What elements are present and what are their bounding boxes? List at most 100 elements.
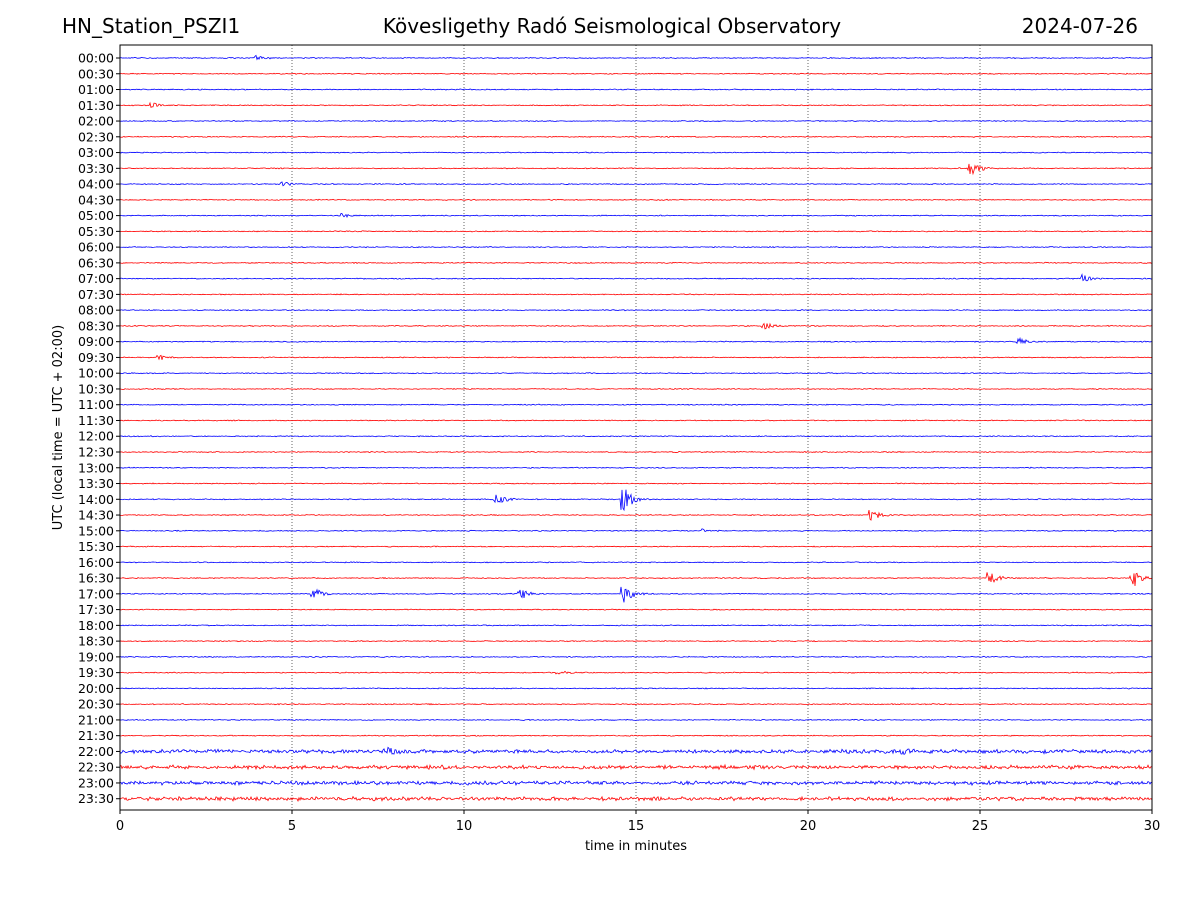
trace-line <box>119 163 1153 176</box>
row-time-label: 11:30 <box>78 413 114 428</box>
row-time-label: 19:30 <box>78 665 114 680</box>
x-axis-label: time in minutes <box>585 839 687 854</box>
trace-line <box>119 213 1153 219</box>
row-time-label: 06:30 <box>78 255 114 270</box>
plot-date: 2024-07-26 <box>1021 14 1138 38</box>
row-time-label: 04:30 <box>78 192 114 207</box>
row-time-label: 15:00 <box>78 523 114 538</box>
trace-line <box>119 734 1153 737</box>
trace-line <box>119 88 1153 91</box>
trace-line <box>119 687 1153 690</box>
row-time-label: 03:30 <box>78 161 114 176</box>
row-time-label: 06:00 <box>78 240 114 255</box>
trace-line <box>119 387 1153 391</box>
trace-line <box>119 572 1153 587</box>
trace-line <box>119 293 1153 296</box>
row-time-label: 18:30 <box>78 634 114 649</box>
row-time-label: 17:30 <box>78 602 114 617</box>
row-time-label: 09:00 <box>78 334 114 349</box>
y-axis-label: UTC (local time = UTC + 02:00) <box>51 325 66 530</box>
trace-line <box>119 198 1153 201</box>
trace-line <box>119 135 1153 138</box>
trace-line <box>119 403 1153 406</box>
trace-line <box>119 763 1153 771</box>
observatory-title: Kövesligethy Radó Seismological Observat… <box>382 14 842 38</box>
row-time-label: 01:00 <box>78 82 114 97</box>
trace-line <box>119 545 1153 548</box>
row-time-label: 00:30 <box>78 66 114 81</box>
trace-line <box>119 435 1153 438</box>
x-tick-label: 10 <box>456 819 473 834</box>
trace-line <box>119 608 1153 611</box>
trace-line <box>119 482 1153 485</box>
trace-line <box>119 72 1153 75</box>
row-time-label: 16:00 <box>78 555 114 570</box>
trace-line <box>119 101 1153 108</box>
x-tick-label: 5 <box>288 819 296 834</box>
row-time-label: 04:00 <box>78 177 114 192</box>
row-time-label: 13:30 <box>78 476 114 491</box>
trace-line <box>119 261 1153 265</box>
row-time-label: 01:30 <box>78 98 114 113</box>
row-time-label: 07:00 <box>78 271 114 286</box>
row-time-label: 12:00 <box>78 429 114 444</box>
station-name: HN_Station_PSZI1 <box>62 14 241 38</box>
row-time-label: 15:30 <box>78 539 114 554</box>
trace-line <box>119 354 1153 361</box>
trace-line <box>119 466 1153 469</box>
trace-line <box>119 640 1153 643</box>
trace-line <box>119 795 1153 802</box>
row-time-label: 12:30 <box>78 445 114 460</box>
trace-line <box>119 419 1153 422</box>
row-time-label: 18:00 <box>78 618 114 633</box>
row-time-label: 08:00 <box>78 303 114 318</box>
x-tick-label: 0 <box>116 819 124 834</box>
x-tick-label: 25 <box>972 819 989 834</box>
trace-line <box>119 309 1153 312</box>
trace-line <box>119 624 1153 627</box>
trace-line <box>119 561 1153 564</box>
trace-line <box>119 54 1153 61</box>
row-time-label: 05:30 <box>78 224 114 239</box>
x-tick-label: 20 <box>800 819 817 834</box>
row-time-label: 14:00 <box>78 492 114 507</box>
trace-line <box>119 246 1153 249</box>
row-time-label: 17:00 <box>78 586 114 601</box>
row-time-label: 00:00 <box>78 51 114 66</box>
trace-line <box>119 273 1153 282</box>
row-time-label: 05:00 <box>78 208 114 223</box>
row-time-label: 07:30 <box>78 287 114 302</box>
row-time-label: 22:00 <box>78 744 114 759</box>
row-time-label: 23:30 <box>78 791 114 806</box>
trace-line <box>119 372 1153 375</box>
row-time-label: 21:00 <box>78 712 114 727</box>
row-time-label: 23:00 <box>78 775 114 790</box>
trace-line <box>119 655 1153 658</box>
trace-line <box>119 586 1153 603</box>
row-time-label: 10:00 <box>78 366 114 381</box>
trace-line <box>119 509 1153 521</box>
row-time-label: 11:00 <box>78 397 114 412</box>
x-tick-label: 30 <box>1144 819 1161 834</box>
trace-line <box>119 230 1153 233</box>
row-time-label: 19:00 <box>78 649 114 664</box>
trace-line <box>119 119 1153 123</box>
row-time-label: 20:00 <box>78 681 114 696</box>
x-tick-label: 15 <box>628 819 645 834</box>
row-time-label: 20:30 <box>78 697 114 712</box>
row-time-label: 09:30 <box>78 350 114 365</box>
row-time-label: 22:30 <box>78 760 114 775</box>
row-time-label: 08:30 <box>78 318 114 333</box>
row-time-label: 14:30 <box>78 508 114 523</box>
trace-line <box>119 489 1153 512</box>
trace-line <box>119 528 1153 532</box>
trace-line <box>119 181 1153 187</box>
row-time-label: 16:30 <box>78 571 114 586</box>
trace-line <box>119 718 1153 722</box>
trace-line <box>119 670 1153 675</box>
row-time-label: 02:00 <box>78 114 114 129</box>
row-time-label: 21:30 <box>78 728 114 743</box>
row-time-label: 03:00 <box>78 145 114 160</box>
row-time-label: 10:30 <box>78 381 114 396</box>
